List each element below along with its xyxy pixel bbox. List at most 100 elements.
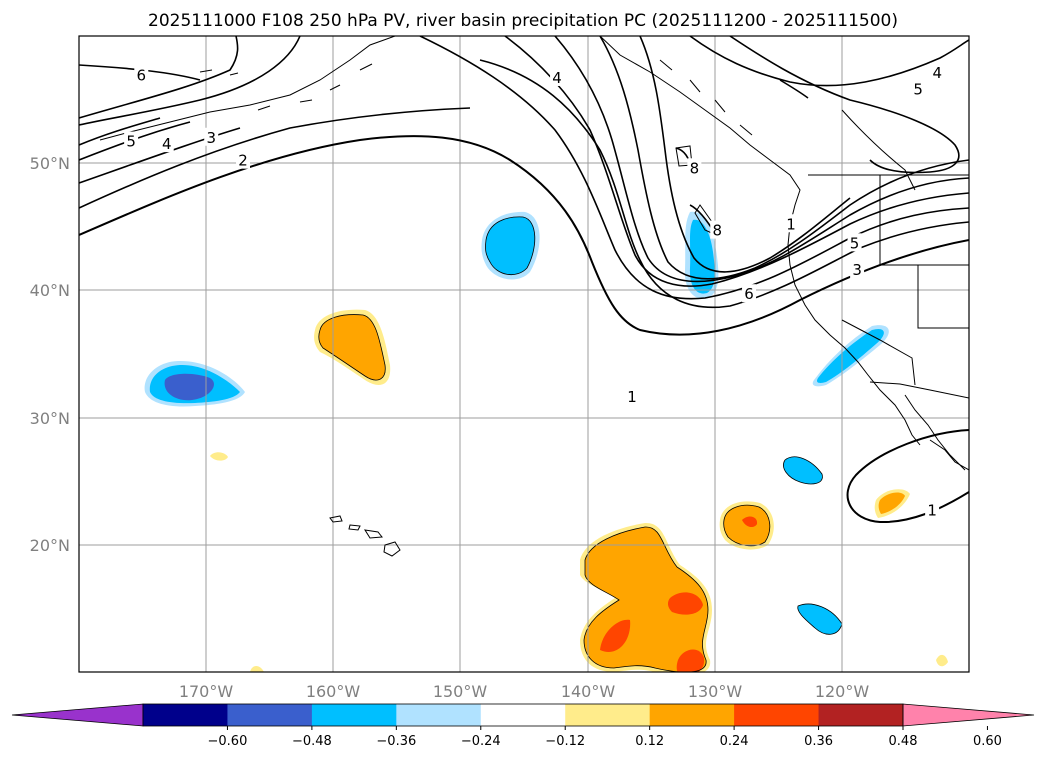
colorbar-segment: [818, 704, 904, 726]
precip-blob-pos-4b: [878, 492, 905, 514]
contour-label-bg: [687, 158, 702, 177]
islands-alaska-panhandle: [659, 59, 753, 136]
pv-contour-14: [846, 429, 969, 524]
lon-tick-label: 170°W: [179, 682, 234, 701]
colorbar-segment: [227, 704, 313, 726]
colorbar-segment: [396, 704, 482, 726]
precip-outline: [485, 216, 536, 276]
colorbar-segment: [649, 704, 735, 726]
colorbar-tick-label: 0.36: [804, 734, 833, 749]
islands-aleutian: [199, 63, 373, 111]
precip-outline: [723, 504, 771, 547]
precip-shading: [144, 211, 948, 672]
colorbar-segment: [311, 704, 397, 726]
precip-blob-pos-1b: [318, 314, 386, 381]
contour-label-bg: [710, 220, 725, 239]
precip-blob-pos-3c: [600, 619, 631, 652]
colorbar-extend-low: [11, 703, 144, 727]
precip-blob-neg-6: [797, 604, 842, 635]
colorbar-extend-high: [902, 703, 1035, 727]
precip-blob-neg-2b: [485, 216, 535, 275]
colorbar-segment: [734, 704, 820, 726]
lat-tick-label: 40°N: [30, 281, 70, 300]
contour-label: 5: [126, 133, 136, 151]
contour-label: 3: [852, 261, 862, 279]
lon-tick-label: 160°W: [306, 682, 361, 701]
contour-label: 5: [850, 234, 860, 252]
pv-contour-7: [639, 36, 851, 273]
map-frame: [78, 35, 970, 673]
lat-tick-label: 50°N: [30, 154, 70, 173]
colorbar-segment: [480, 704, 566, 726]
pv-contour-1: [79, 135, 969, 336]
border-state-2: [917, 265, 969, 329]
contour-label-bg: [625, 387, 640, 406]
contour-label-bg: [550, 67, 565, 86]
contour-label-bg: [742, 284, 757, 303]
precip-blob-neg-4b: [816, 328, 884, 383]
coastline-baja: [904, 394, 966, 471]
colorbar-tick-label: −0.36: [376, 734, 416, 749]
contour-label: 1: [786, 215, 796, 233]
contour-label: 8: [690, 159, 700, 177]
colorbar-tick-label: 0.60: [973, 734, 1002, 749]
contour-label: 2: [238, 152, 248, 170]
colorbar-segment: [565, 704, 651, 726]
contour-label-bg: [911, 79, 926, 98]
contour-label: 4: [162, 135, 172, 153]
precip-blob-pos-7: [936, 654, 948, 667]
coastline-alaska: [99, 36, 396, 141]
coastline-mexico: [929, 439, 969, 471]
contour-label-bg: [236, 150, 251, 169]
island-hawaii-big: [383, 541, 401, 557]
pv-contours: [79, 36, 969, 524]
precip-outline: [783, 456, 823, 485]
precip-blob-pos-2c: [742, 516, 758, 528]
map-panel: [79, 36, 969, 672]
gridlines: [79, 36, 969, 672]
colorbar-frame: [142, 703, 904, 727]
pv-contour-10: [689, 36, 969, 87]
contour-label: 3: [206, 129, 216, 147]
island-hawaii-kauai: [329, 515, 343, 523]
pv-contour-6: [599, 36, 969, 280]
colorbar-tick-label: −0.48: [292, 734, 332, 749]
precip-blob-pos-5: [210, 452, 228, 461]
contour-label: 5: [913, 80, 923, 98]
colorbar-tick-label: 0.24: [720, 734, 749, 749]
precip-outline: [797, 603, 843, 635]
contour-label: 4: [552, 69, 562, 87]
contour-label-bg: [204, 127, 219, 146]
colorbar-tick-label: 0.12: [635, 734, 664, 749]
colorbar-tick-label: −0.12: [545, 734, 585, 749]
island-hawaii-oahu: [348, 524, 361, 531]
lat-tick-labels: 50°N 40°N 30°N 20°N: [30, 154, 70, 555]
contour-label: 6: [744, 285, 754, 303]
contour-label-bg: [925, 500, 940, 519]
pv-contour-9: [79, 36, 301, 126]
precip-blob-pos-3e: [676, 649, 705, 672]
pv-contour-12: [779, 79, 809, 99]
contour-label: 1: [627, 388, 637, 406]
precip-blob-neg-5: [783, 456, 823, 484]
lon-tick-label: 150°W: [433, 682, 488, 701]
contour-label: 6: [137, 66, 147, 84]
chart-title: 2025111000 F108 250 hPa PV, river basin …: [148, 11, 898, 31]
precip-blob-neg-1c: [164, 373, 214, 401]
colorbar-tick-label: −0.24: [461, 734, 501, 749]
precip-outline: [318, 314, 386, 381]
lat-tick-label: 30°N: [30, 409, 70, 428]
lat-tick-label: 20°N: [30, 536, 70, 555]
colorbar-tick-label: 0.48: [889, 734, 918, 749]
contour-label-bg: [930, 62, 945, 81]
contour-label-bg: [784, 214, 798, 233]
contour-label-bg: [159, 134, 174, 153]
lon-tick-label: 130°W: [688, 682, 743, 701]
colorbar: −0.60 −0.48 −0.36 −0.24 −0.12 0.12 0.24 0.36 0.4…: [11, 703, 1035, 749]
contour-label-bg: [850, 260, 865, 279]
contour-label: 1: [927, 501, 937, 519]
colorbar-segment: [143, 704, 228, 726]
pv-contour-4: [79, 36, 969, 287]
precip-blob-pos-6: [250, 666, 264, 672]
precip-blob-neg-3b: [689, 219, 715, 294]
